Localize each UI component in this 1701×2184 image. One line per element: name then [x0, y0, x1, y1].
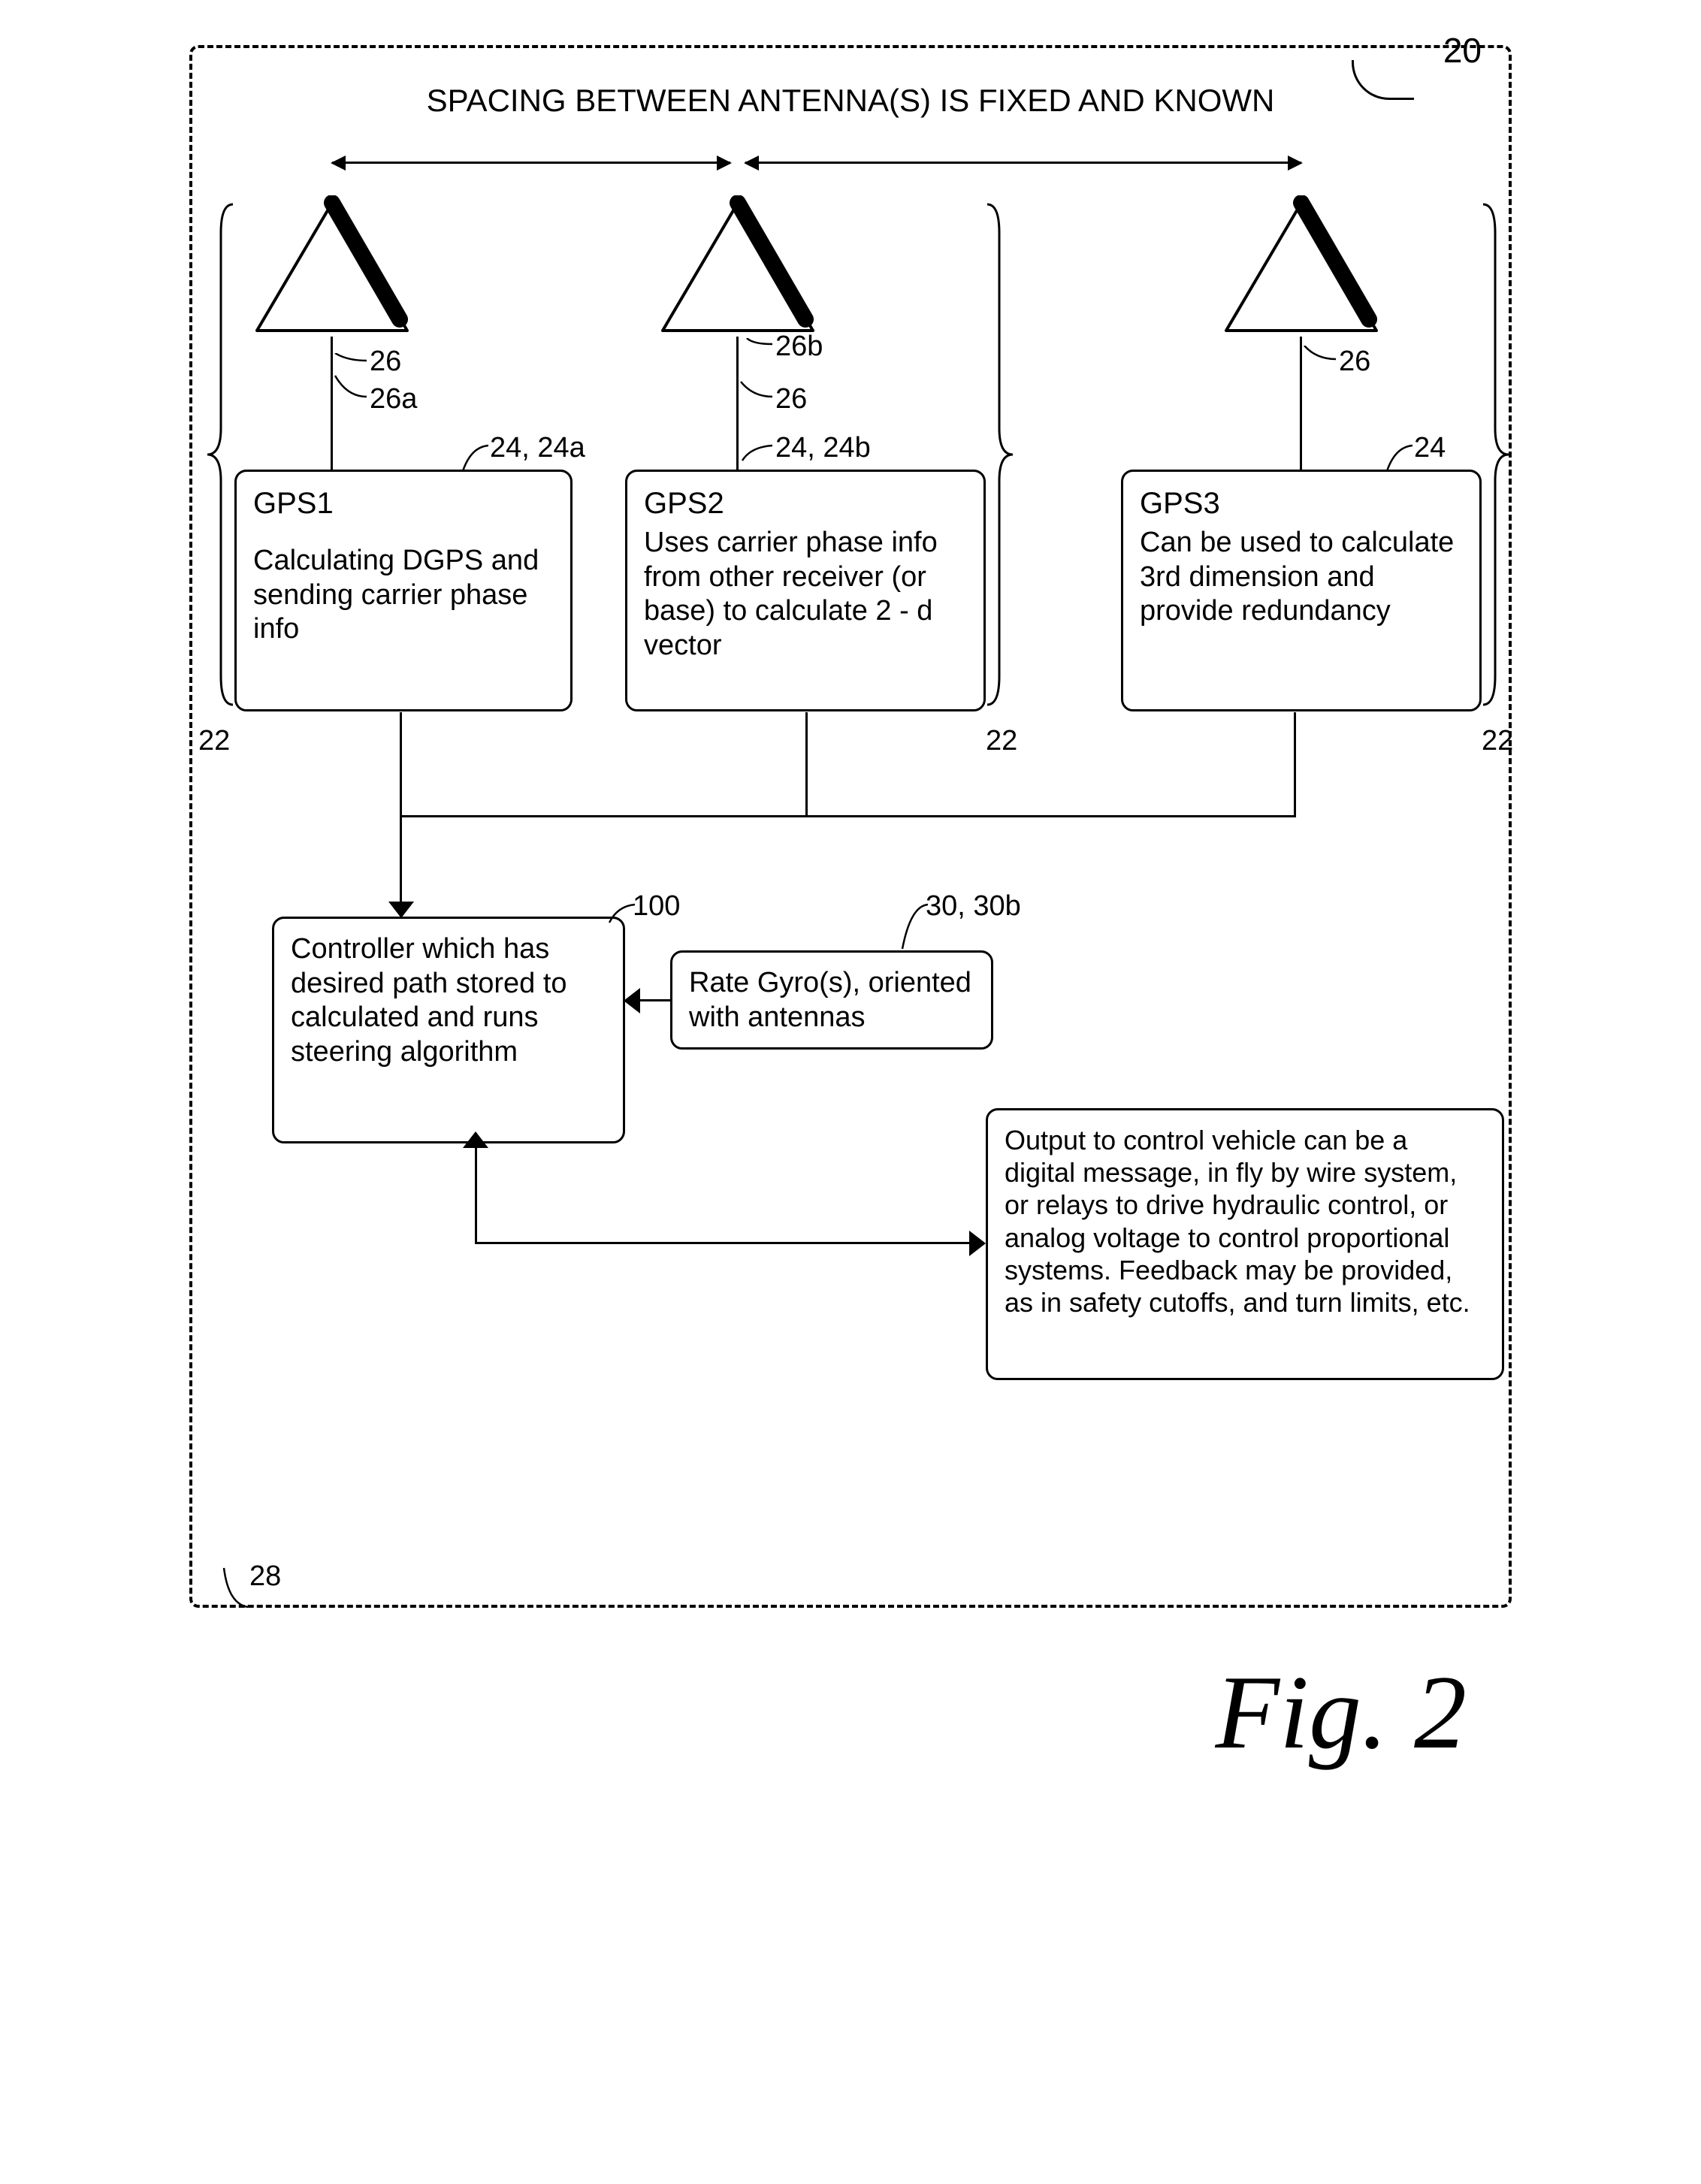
leader-26-2	[738, 338, 774, 398]
controller-text: Controller which has desired path stored…	[291, 932, 606, 1069]
spacing-arrow-left	[332, 162, 730, 164]
antenna-1	[249, 195, 415, 338]
gps2-title: GPS2	[644, 485, 967, 521]
gps2-body: Uses carrier phase info from other recei…	[644, 526, 967, 663]
bus-line	[400, 815, 1296, 817]
diagram-canvas: 20 SPACING BETWEEN ANTENNA(S) IS FIXED A…	[174, 30, 1527, 1773]
label-26-2: 26	[775, 383, 807, 415]
label-22-left: 22	[198, 725, 230, 757]
gyro-ctrl-line	[639, 999, 670, 1001]
gps3-box: GPS3 Can be used to calculate 3rd dimens…	[1121, 470, 1482, 711]
gps1-down	[400, 712, 402, 908]
gps3-down	[1294, 712, 1296, 817]
leader-24-3	[1384, 440, 1414, 473]
gps3-title: GPS3	[1140, 485, 1463, 521]
leader-100	[606, 902, 636, 924]
label-24-1: 24, 24a	[490, 432, 585, 464]
leader-28	[219, 1566, 255, 1612]
gps3-body: Can be used to calculate 3rd dimension a…	[1140, 526, 1463, 629]
output-text: Output to control vehicle can be a digit…	[1005, 1124, 1485, 1319]
label-26-1: 26	[370, 346, 401, 378]
gyro-box: Rate Gyro(s), oriented with antennas	[670, 950, 993, 1050]
label-30: 30, 30b	[926, 890, 1021, 923]
leader-24-1	[460, 440, 490, 473]
label-26a: 26a	[370, 383, 417, 415]
callout-20: 20	[1443, 30, 1482, 71]
label-26b: 26b	[775, 331, 823, 363]
ctrl-out-h	[475, 1242, 971, 1244]
brace-22-left	[204, 203, 234, 706]
arrow-into-controller	[388, 902, 414, 918]
output-box: Output to control vehicle can be a digit…	[986, 1108, 1504, 1380]
figure-label: Fig. 2	[1216, 1652, 1467, 1773]
gps2-box: GPS2 Uses carrier phase info from other …	[625, 470, 986, 711]
label-24-3: 24	[1414, 432, 1446, 464]
header-text: SPACING BETWEEN ANTENNA(S) IS FIXED AND …	[174, 83, 1527, 119]
label-26-3: 26	[1339, 346, 1370, 378]
antenna-3	[1219, 195, 1384, 338]
gyro-text: Rate Gyro(s), oriented with antennas	[689, 966, 974, 1035]
leader-26-1	[332, 353, 368, 413]
ctrl-out-v	[475, 1146, 477, 1243]
arrow-gyro-ctrl	[624, 988, 640, 1013]
arrow-to-output	[969, 1231, 986, 1256]
gps1-title: GPS1	[253, 485, 554, 521]
brace-22-right	[1482, 203, 1512, 706]
label-22-right: 22	[1482, 725, 1513, 757]
arrow-ctrl-up	[463, 1131, 488, 1148]
label-100: 100	[633, 890, 680, 923]
leader-30	[899, 902, 929, 950]
controller-box: Controller which has desired path stored…	[272, 917, 625, 1143]
gps1-body: Calculating DGPS and sending carrier pha…	[253, 544, 554, 647]
gps1-box: GPS1 Calculating DGPS and sending carrie…	[234, 470, 573, 711]
spacing-arrow-right	[745, 162, 1301, 164]
leader-26-3	[1301, 346, 1337, 376]
antenna-2	[655, 195, 820, 338]
label-24-2: 24, 24b	[775, 432, 871, 464]
gps2-down	[805, 712, 808, 817]
label-22-mid: 22	[986, 725, 1017, 757]
brace-22-mid	[986, 203, 1016, 706]
leader-24-2	[739, 440, 774, 473]
